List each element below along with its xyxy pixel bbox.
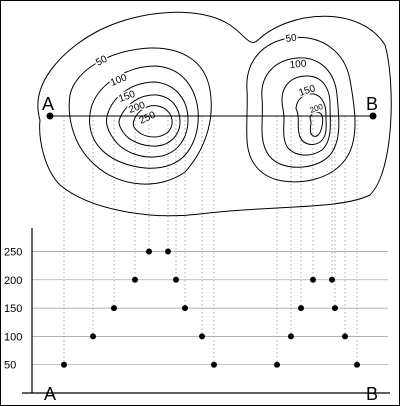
profile-point	[332, 305, 338, 312]
contour-outer	[37, 11, 392, 217]
left-contour-50	[68, 47, 212, 185]
y-tick-label-150: 150	[4, 303, 22, 315]
profile-point	[146, 248, 152, 255]
profile-point	[329, 276, 335, 283]
map-label-a: A	[42, 94, 54, 114]
profile-point	[274, 361, 280, 368]
map-label-b: B	[366, 94, 378, 114]
profile-point	[61, 361, 67, 368]
profile-label-b: B	[366, 384, 378, 404]
left-contour-200	[118, 94, 181, 147]
section-point-a	[46, 112, 54, 120]
profile-point	[132, 276, 138, 283]
profile-y-tick-labels: 50 100 150 200 250	[4, 247, 22, 372]
y-tick-label-250: 250	[4, 247, 22, 259]
contour-label-right-100: 100	[289, 59, 307, 71]
right-contour-summit	[309, 111, 324, 137]
projection-lines	[63, 116, 358, 365]
contour-label-left-50: 50	[94, 54, 109, 69]
right-contour-200	[295, 93, 327, 145]
y-tick-label-100: 100	[4, 331, 22, 343]
profile-label-a: A	[44, 384, 56, 404]
y-tick-label-50: 50	[4, 360, 16, 372]
profile-point	[165, 248, 171, 255]
contour-label-right-200: 200	[309, 102, 325, 115]
profile-point	[342, 333, 348, 340]
contour-label-right-50: 50	[285, 32, 298, 45]
right-contour-150	[281, 75, 331, 156]
contour-label-right-150: 150	[298, 83, 318, 99]
left-contour-150	[105, 81, 189, 158]
profile-points	[61, 248, 360, 368]
profile-chart: 50 100 150 200 250 A B	[4, 228, 390, 404]
profile-point	[90, 333, 96, 340]
profile-point	[354, 361, 360, 368]
profile-point	[182, 305, 188, 312]
left-contour-250	[132, 105, 173, 138]
profile-point	[111, 305, 117, 312]
right-contour-50	[246, 36, 356, 183]
section-point-b	[369, 112, 377, 120]
left-contour-100	[89, 65, 199, 169]
profile-point	[298, 305, 304, 312]
contour-label-left-100: 100	[109, 72, 129, 89]
profile-point	[173, 276, 179, 283]
profile-point	[211, 361, 217, 368]
contour-labels: 50 100 150 200 250 50 100 150 200	[93, 31, 327, 128]
profile-point	[199, 333, 205, 340]
profile-point	[310, 276, 316, 283]
profile-point	[288, 333, 294, 340]
right-contour-100	[261, 57, 340, 168]
y-tick-label-200: 200	[4, 275, 22, 287]
left-hill-contours	[68, 47, 212, 185]
